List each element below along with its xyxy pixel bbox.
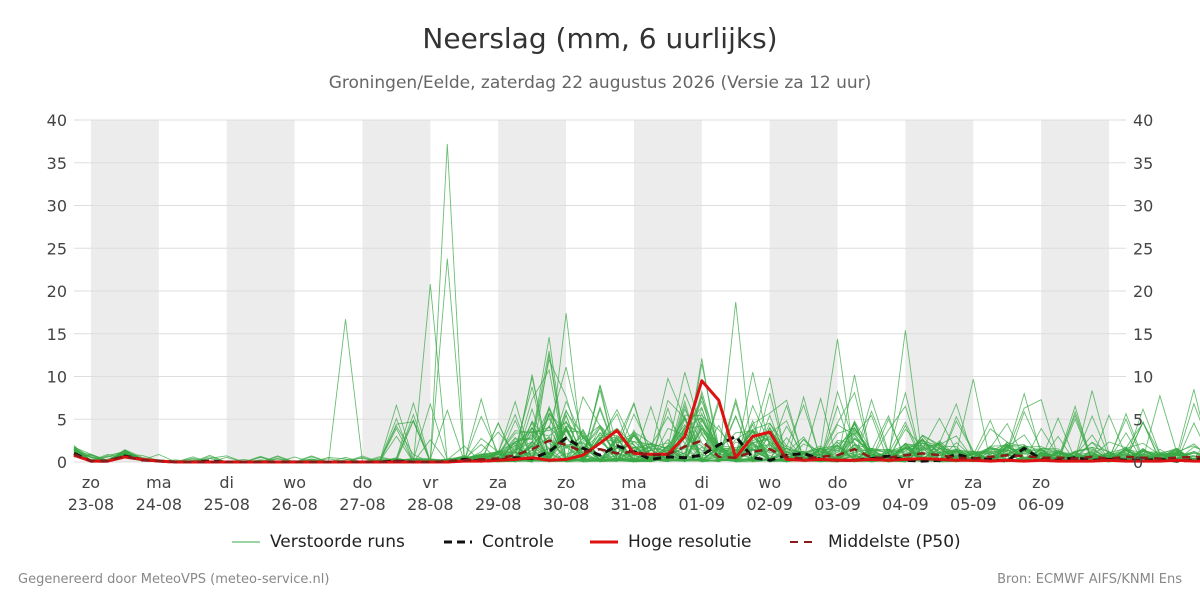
legend-item-ensemble[interactable]: Verstoorde runs (232, 530, 405, 554)
y-tick-label-right: 0 (1133, 453, 1143, 472)
footer-generated-by[interactable]: Gegenereerd door MeteoVPS (meteo-service… (18, 572, 330, 587)
y-tick-label-right: 40 (1133, 111, 1153, 130)
legend-item-median[interactable]: Middelste (P50) (790, 530, 961, 554)
x-tick-date: 30-08 (543, 495, 590, 514)
y-tick-label-left: 40 (47, 111, 67, 130)
x-tick-day: wo (283, 473, 306, 492)
x-tick-day: vr (897, 473, 913, 492)
x-tick-date: 29-08 (475, 495, 522, 514)
y-axis-left: 0 5 10 15 20 25 30 35 40 (47, 111, 67, 472)
legend-label-high-res: Hoge resolutie (628, 532, 752, 552)
x-tick-date: 02-09 (746, 495, 793, 514)
y-tick-label-right: 15 (1133, 325, 1153, 344)
y-tick-label-right: 25 (1133, 239, 1153, 258)
x-tick-date: 23-08 (68, 495, 115, 514)
chart-title: Neerslag (mm, 6 uurlijks) (422, 22, 778, 55)
series-median (73, 439, 1200, 464)
x-tick-date: 27-08 (339, 495, 386, 514)
x-tick-date: 05-09 (950, 495, 997, 514)
legend-swatch-high-res (590, 540, 618, 544)
chart-subtitle: Groningen/Eelde, zaterdag 22 augustus 20… (328, 73, 872, 93)
y-tick-label-left: 35 (47, 154, 67, 173)
x-tick-day: di (219, 473, 234, 492)
x-tick-day: za (964, 473, 982, 492)
y-tick-label-left: 15 (47, 325, 67, 344)
legend-label-ensemble: Verstoorde runs (270, 532, 405, 552)
ensemble-run (73, 354, 1200, 463)
x-tick-date: 24-08 (136, 495, 183, 514)
x-tick-date: 26-08 (271, 495, 318, 514)
x-tick-date: 31-08 (611, 495, 658, 514)
x-tick-date: 03-09 (814, 495, 861, 514)
x-tick-day: do (828, 473, 848, 492)
x-tick-day: vr (422, 473, 438, 492)
legend-item-control[interactable]: Controle (444, 530, 554, 554)
y-tick-label-left: 25 (47, 239, 67, 258)
legend-label-control: Controle (482, 532, 554, 552)
legend-swatch-ensemble (232, 541, 260, 543)
y-tick-label-right: 30 (1133, 197, 1153, 216)
x-tick-day: di (695, 473, 710, 492)
x-axis: zo 23-08 ma 24-08 di 25-08 wo 26-08 do 27-08 vr 28-… (68, 473, 1065, 514)
y-tick-label-right: 35 (1133, 154, 1153, 173)
y-tick-label-right: 10 (1133, 368, 1153, 387)
footer-source: Bron: ECMWF AIFS/KNMI Ens (997, 572, 1182, 587)
x-tick-day: wo (758, 473, 781, 492)
x-tick-day: zo (557, 473, 575, 492)
y-tick-label-left: 5 (57, 410, 67, 429)
x-tick-date: 28-08 (407, 495, 454, 514)
legend-item-high-res[interactable]: Hoge resolutie (590, 530, 752, 554)
x-tick-date: 25-08 (203, 495, 250, 514)
x-tick-day: za (489, 473, 507, 492)
legend-swatch-control (444, 540, 472, 544)
y-tick-label-left: 10 (47, 368, 67, 387)
main-series (73, 379, 1200, 464)
x-tick-date: 06-09 (1018, 495, 1065, 514)
legend-label-median: Middelste (P50) (828, 532, 961, 552)
x-tick-day: ma (621, 473, 646, 492)
y-tick-label-left: 0 (57, 453, 67, 472)
y-tick-label-right: 20 (1133, 282, 1153, 301)
y-tick-label-left: 20 (47, 282, 67, 301)
y-axis-right: 0 5 10 15 20 25 30 35 40 (1133, 111, 1153, 472)
x-tick-day: do (352, 473, 372, 492)
y-tick-label-left: 30 (47, 197, 67, 216)
y-tick-label-right: 5 (1133, 410, 1143, 429)
x-tick-date: 04-09 (882, 495, 929, 514)
series-control (73, 434, 1200, 464)
legend-swatch-median (790, 541, 818, 543)
x-tick-date: 01-09 (679, 495, 726, 514)
legend: Verstoorde runs Controle Hoge resolutie … (0, 530, 1200, 554)
x-tick-day: ma (146, 473, 171, 492)
x-tick-day: zo (1032, 473, 1050, 492)
x-tick-day: zo (82, 473, 100, 492)
